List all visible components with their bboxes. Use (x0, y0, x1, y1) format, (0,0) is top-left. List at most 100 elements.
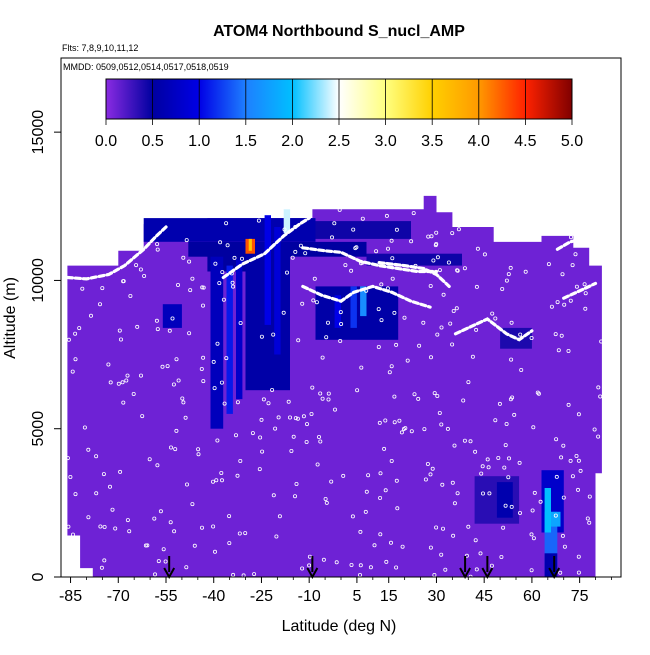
observation-point (566, 348, 571, 353)
x-tick-label: -40 (202, 588, 225, 605)
observation-point (116, 381, 121, 386)
observation-point (574, 453, 579, 458)
observation-point (499, 555, 504, 560)
flight-track (221, 216, 311, 280)
observation-point (450, 480, 455, 485)
observation-point (131, 391, 136, 396)
observation-point (124, 378, 129, 383)
observation-point (329, 479, 334, 484)
observation-point (509, 357, 514, 362)
observation-point (394, 478, 399, 483)
x-tick-label: -85 (59, 588, 82, 605)
observation-point (355, 388, 360, 393)
observation-point (383, 488, 388, 493)
colorbar-tick-label: 4.0 (468, 133, 490, 150)
observation-point (504, 278, 509, 283)
observation-point (134, 263, 139, 268)
observation-point (518, 510, 523, 515)
observation-point (394, 342, 399, 347)
observation-point (378, 471, 383, 476)
observation-point (138, 267, 143, 272)
observation-point (154, 318, 159, 323)
heatmap-cell (360, 286, 367, 317)
observation-point (364, 288, 369, 293)
observation-point (392, 420, 397, 425)
observation-point (73, 331, 78, 336)
observation-point (466, 524, 471, 529)
flight-track (377, 261, 451, 288)
observation-point (349, 563, 354, 568)
observation-point (201, 285, 206, 290)
observation-point (561, 443, 566, 448)
observation-point (574, 284, 579, 289)
observation-point (383, 418, 388, 423)
x-tick-label: 45 (475, 588, 493, 605)
observation-point (310, 385, 315, 390)
observation-point (152, 572, 157, 577)
observation-point (66, 524, 71, 529)
observation-point (428, 283, 433, 288)
observation-point (225, 243, 230, 248)
observation-point (106, 362, 111, 367)
flight-track-layer (65, 216, 598, 342)
observation-point (238, 320, 243, 325)
observation-point (238, 458, 243, 463)
observation-point (378, 495, 383, 500)
x-tick-label: 75 (571, 588, 589, 605)
observation-point (479, 471, 484, 476)
y-tick-label: 0 (30, 572, 47, 581)
observation-point (437, 268, 442, 273)
observation-point (321, 557, 326, 562)
observation-point (257, 467, 262, 472)
flight-track (301, 246, 439, 274)
observation-point (500, 286, 505, 291)
observation-point (437, 410, 442, 415)
observation-point (409, 429, 414, 434)
x-axis-label: Latitude (deg N) (282, 618, 397, 635)
observation-point (200, 303, 205, 308)
observation-point (489, 563, 494, 568)
observation-point (227, 514, 232, 519)
observation-point (501, 525, 506, 530)
observation-point (394, 227, 399, 232)
heatmap-cell (226, 265, 233, 414)
y-axis: 0 5000 10000 15000 (30, 110, 61, 581)
observation-point (192, 543, 197, 548)
x-tick-label: -70 (107, 588, 130, 605)
observation-point (390, 256, 395, 261)
colorbar-tick-label: 5.0 (561, 133, 583, 150)
observation-point (576, 554, 581, 559)
observation-point (286, 399, 291, 404)
observation-point (360, 216, 365, 221)
observation-point (163, 559, 168, 564)
observation-point (184, 238, 189, 243)
observation-point (569, 235, 574, 240)
observation-point (260, 449, 265, 454)
observation-point (293, 416, 298, 421)
observation-point (176, 378, 181, 383)
observation-point (428, 545, 433, 550)
observation-point (224, 221, 229, 226)
observation-point (128, 293, 133, 298)
observation-point (326, 397, 331, 402)
observation-point (314, 300, 319, 305)
heatmap-cell (210, 256, 224, 429)
observation-point (201, 355, 206, 360)
observation-point (298, 243, 303, 248)
observation-point (94, 454, 99, 459)
observation-point (599, 339, 604, 344)
flight-track (65, 225, 168, 281)
observation-point (71, 532, 76, 537)
observation-point (428, 355, 433, 360)
observation-point (73, 492, 78, 497)
heatmap-cell (551, 511, 561, 527)
observation-point (294, 481, 299, 486)
observation-point (531, 536, 536, 541)
observation-point (188, 288, 193, 293)
observation-point (423, 477, 428, 482)
observation-point (281, 310, 286, 315)
observation-point (158, 509, 163, 514)
observation-point (102, 558, 107, 563)
observation-point (596, 385, 601, 390)
